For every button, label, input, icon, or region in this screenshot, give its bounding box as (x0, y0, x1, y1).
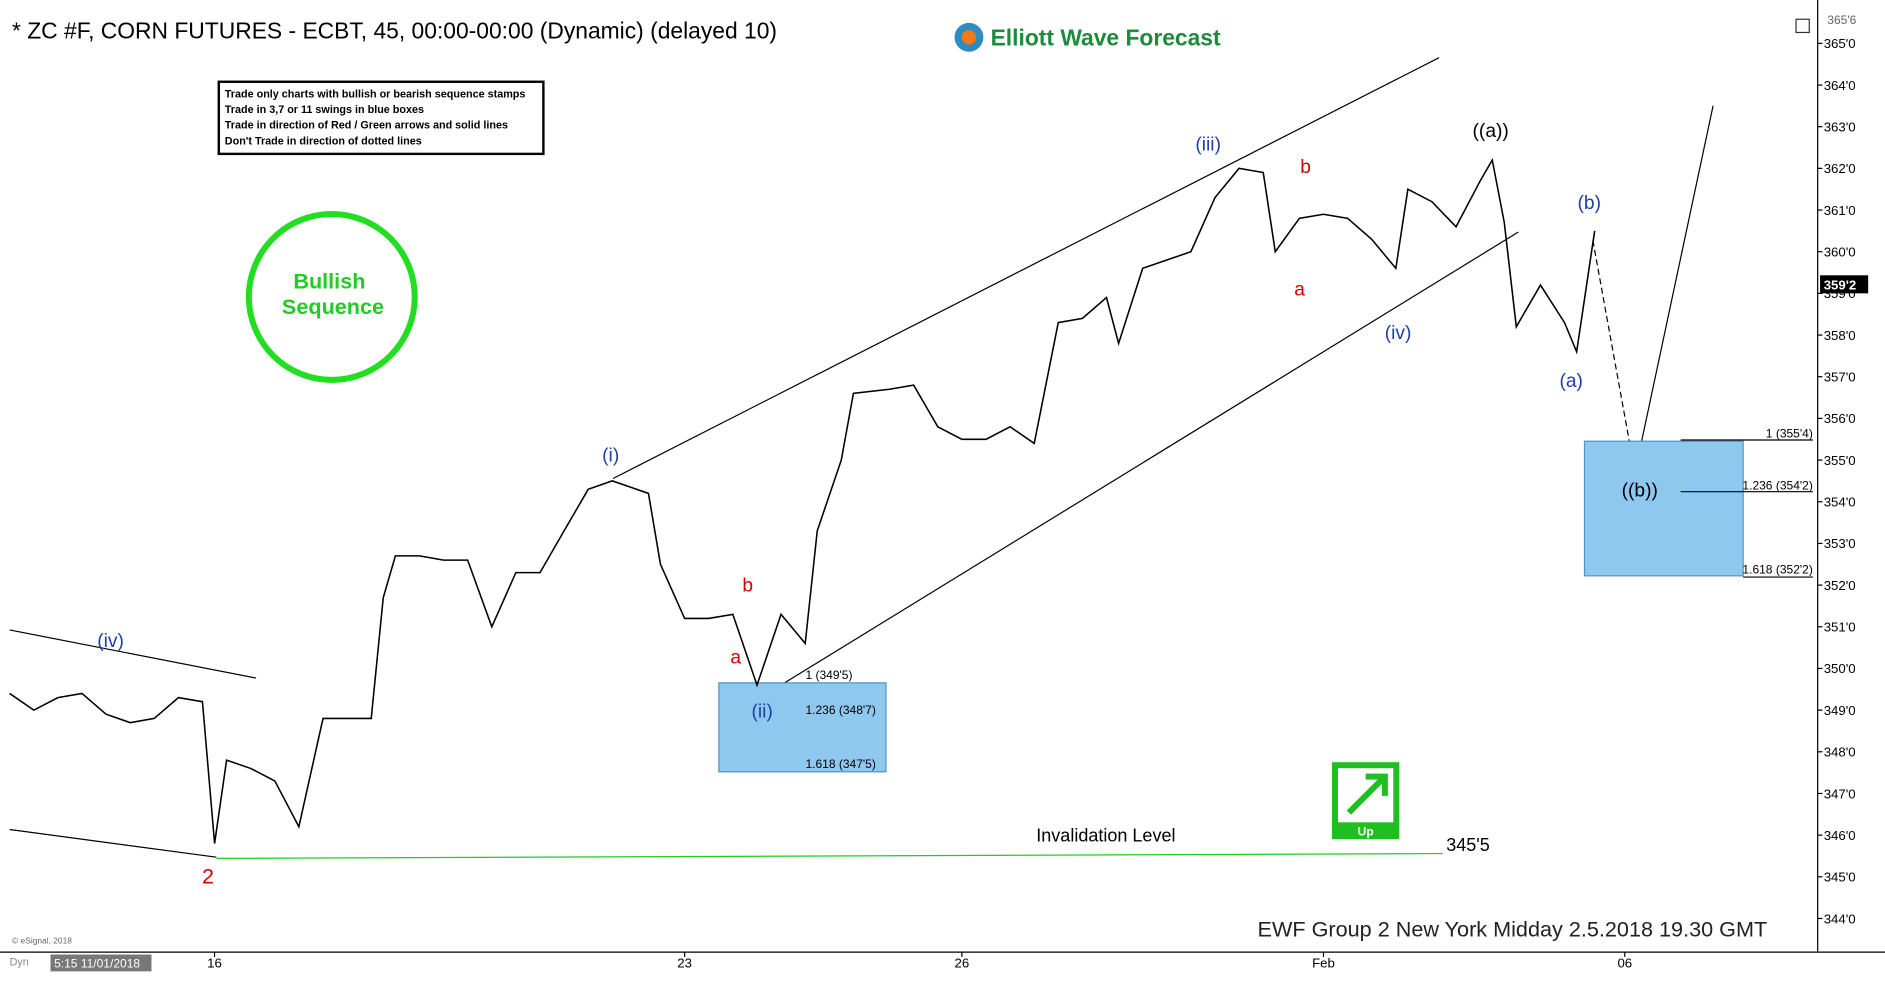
y-tick-label: 346'0 (1824, 828, 1856, 843)
window-button[interactable] (1795, 18, 1810, 34)
channel-line (612, 57, 1440, 480)
rules-box (217, 80, 545, 156)
rule: Don't Trade in direction of dotted lines (225, 135, 422, 147)
y-tick-label: 358'0 (1824, 328, 1856, 343)
channel-line (9, 828, 217, 858)
y-tick-label: 360'0 (1824, 245, 1856, 260)
projection-dashed (1592, 240, 1636, 473)
wave-label: 2 (202, 864, 214, 889)
wave-label: (iv) (1385, 323, 1412, 344)
cursor-time-box (50, 954, 152, 972)
bullish-badge (245, 210, 418, 383)
last-price: 359'2 (1824, 278, 1857, 293)
y-tick-label: 357'0 (1824, 370, 1856, 385)
wave-label: (i) (602, 446, 619, 467)
badge-text: Sequence (282, 294, 384, 319)
y-tick-label: 355'0 (1824, 453, 1856, 468)
up-label: Up (1358, 825, 1374, 839)
channel-line (766, 231, 1519, 695)
wave-label: b (1300, 157, 1311, 178)
y-tick-label: 361'0 (1824, 203, 1856, 218)
y-tick-label: 362'0 (1824, 161, 1856, 176)
last-price-box (1820, 275, 1869, 294)
wave-label: (iv) (97, 631, 124, 652)
y-tick-label: 354'0 (1824, 495, 1856, 510)
wave-label: ((a)) (1473, 121, 1509, 142)
blue-box (718, 682, 887, 773)
x-tick-label: Feb (1312, 956, 1335, 971)
invalidation-line (216, 852, 1443, 859)
projection-line (1634, 105, 1714, 473)
fib-label: 1.236 (348'7) (805, 703, 875, 717)
fib-label: 1.618 (347'5) (805, 757, 875, 771)
y-tick-label: 351'0 (1824, 620, 1856, 635)
wave-label: (b) (1578, 193, 1601, 214)
wave-label: a (1294, 280, 1305, 301)
y-tick-label: 345'0 (1824, 870, 1856, 885)
wave-label: (a) (1559, 371, 1583, 392)
rule: Trade in direction of Red / Green arrows… (225, 120, 508, 132)
wave-label: (iii) (1195, 134, 1221, 155)
y-tick-label: 363'0 (1824, 120, 1856, 135)
y-tick-label: 349'0 (1824, 703, 1856, 718)
copyright: © eSignal, 2018 (12, 936, 72, 946)
cursor-time: 5:15 11/01/2018 (54, 957, 140, 971)
fib-label: 1.236 (354'2) (1742, 478, 1812, 492)
wave-label: b (742, 575, 753, 596)
brand: Elliott Wave Forecast (991, 25, 1221, 51)
wave-label: (ii) (752, 702, 773, 723)
wave-label: a (730, 648, 741, 669)
rule: Trade only charts with bullish or bearis… (225, 88, 526, 100)
y-tick-label: 353'0 (1824, 536, 1856, 551)
wave-label: ((b)) (1622, 481, 1658, 502)
y-tick-label: 350'0 (1824, 661, 1856, 676)
top-price-label: 365'6 (1827, 13, 1856, 27)
y-tick-label: 348'0 (1824, 745, 1856, 760)
invalidation-price: 345'5 (1446, 835, 1490, 855)
chart-title: * ZC #F, CORN FUTURES - ECBT, 45, 00:00-… (12, 17, 777, 43)
badge-text: Bullish (293, 269, 365, 294)
price-line (9, 157, 1596, 844)
y-tick-label: 344'0 (1824, 911, 1856, 926)
y-tick-label: 365'0 (1824, 36, 1856, 51)
fib-label: 1.618 (352'2) (1742, 562, 1812, 576)
fib-label: 1 (349'5) (805, 668, 852, 682)
fib-label: 1 (355'4) (1766, 427, 1813, 441)
channel-line (9, 629, 257, 679)
x-tick-label: 23 (677, 956, 692, 971)
rule: Trade in 3,7 or 11 swings in blue boxes (225, 104, 424, 116)
fib-lines (1680, 439, 1813, 578)
trend-lines (9, 57, 1714, 858)
x-tick-label: 06 (1617, 956, 1632, 971)
invalidation-label: Invalidation Level (1036, 826, 1175, 846)
up-arrow (1346, 773, 1388, 815)
blue-box (1583, 440, 1744, 577)
x-tick-label: 16 (207, 956, 222, 971)
x-tick-label: 26 (955, 956, 970, 971)
logo-icon-inner (961, 30, 977, 45)
y-tick-label: 356'0 (1824, 411, 1856, 426)
footer: EWF Group 2 New York Midday 2.5.2018 19.… (1258, 917, 1768, 942)
y-tick-label: 364'0 (1824, 78, 1856, 93)
y-tick-label: 347'0 (1824, 786, 1856, 801)
mode-label: Dyn (10, 956, 29, 968)
y-tick-label: 352'0 (1824, 578, 1856, 593)
